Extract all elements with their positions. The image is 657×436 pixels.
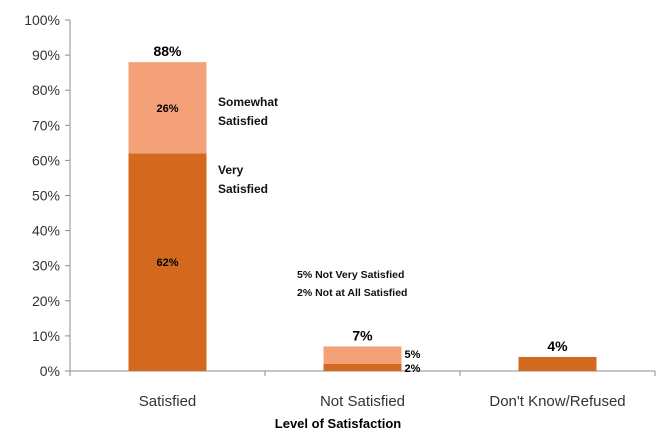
bar-segment: [323, 363, 402, 371]
y-tick-label: 40%: [32, 223, 60, 239]
segment-label: 62%: [156, 257, 178, 269]
x-tick-label: Don't Know/Refused: [489, 393, 625, 410]
bar-segment: [128, 153, 207, 371]
y-axis: 0% 10% 20% 30% 40% 50% 60% 70% 80% 90% 100%: [24, 12, 71, 379]
x-tick-label: Not Satisfied: [320, 393, 405, 410]
bar-segment: [518, 356, 597, 371]
total-label: 88%: [153, 43, 182, 59]
y-tick-label: 60%: [32, 152, 60, 168]
annotation-very-satisfied: Satisfied: [218, 182, 268, 196]
y-tick-label: 20%: [32, 293, 60, 309]
y-tick-label: 80%: [32, 82, 60, 98]
segment-label: 26%: [156, 103, 178, 115]
y-tick-label: 50%: [32, 188, 60, 204]
bars: [128, 62, 597, 371]
x-axis: Satisfied Not Satisfied Don't Know/Refused: [69, 370, 656, 410]
total-label: 7%: [352, 327, 373, 343]
bar-segment: [323, 346, 402, 364]
segment-label: 5%: [405, 349, 421, 361]
y-tick-label: 90%: [32, 47, 60, 63]
data-labels: 62% 26% 88% 2% 5% 7% 4%: [153, 43, 568, 375]
annotation-not-very-satisfied: 5% Not Very Satisfied: [297, 269, 404, 281]
x-tick-label: Satisfied: [139, 393, 197, 410]
annotation-very: Very: [218, 163, 244, 177]
y-tick-label: 30%: [32, 258, 60, 274]
y-tick-label: 10%: [32, 328, 60, 344]
y-tick-label: 70%: [32, 117, 60, 133]
y-tick-label: 100%: [24, 12, 60, 28]
bar-segment: [128, 62, 207, 154]
annotation-somewhat: Somewhat: [218, 95, 278, 109]
annotation-not-at-all-satisfied: 2% Not at All Satisfied: [297, 287, 407, 299]
y-tick-label: 0%: [40, 363, 60, 379]
x-axis-title: Level of Satisfaction: [275, 416, 401, 431]
annotation-somewhat-satisfied: Satisfied: [218, 114, 268, 128]
segment-label: 2%: [405, 363, 421, 375]
total-label: 4%: [547, 338, 568, 354]
